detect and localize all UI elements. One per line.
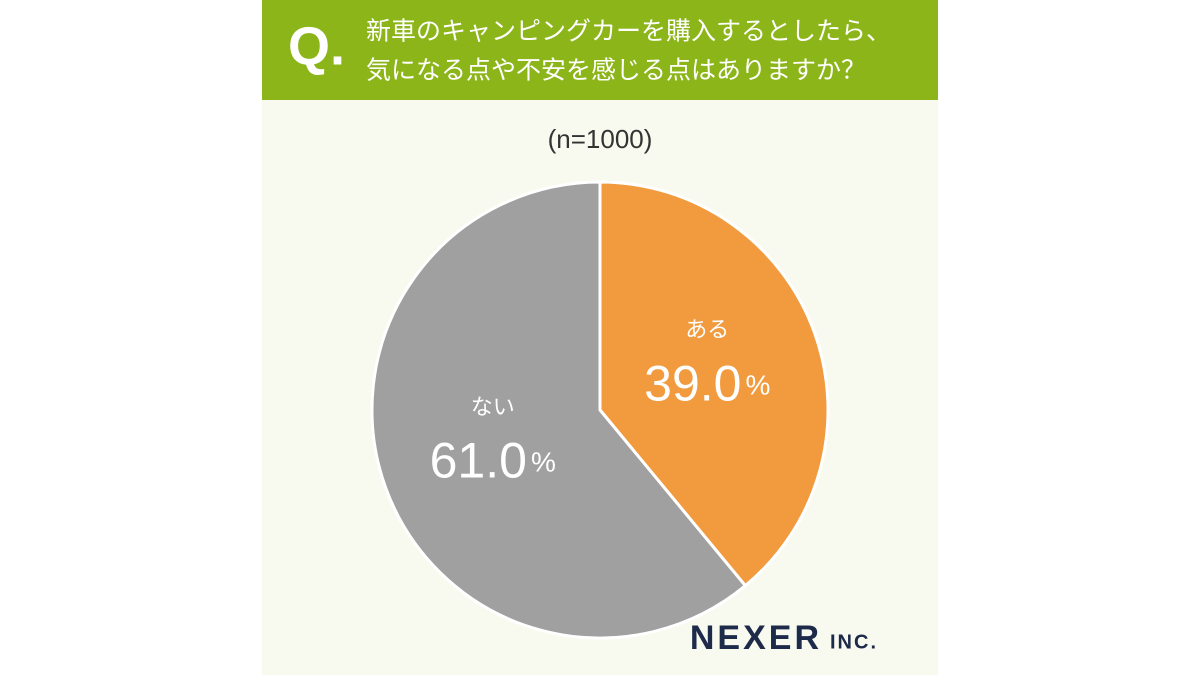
chart-title-line: 新車のキャンピングカーを購入するとしたら、 bbox=[366, 18, 891, 46]
slice-labels: ある 39.0 % ない 61.0% bbox=[430, 317, 771, 489]
question-label: Q. bbox=[288, 16, 345, 76]
pie-slice bbox=[370, 180, 748, 640]
pie-slice bbox=[598, 180, 830, 588]
logo: NEXER bbox=[690, 619, 822, 657]
slice-category: ない bbox=[471, 394, 515, 419]
slice-category: ある bbox=[685, 317, 729, 342]
pie bbox=[370, 180, 830, 640]
logo-suffix: INC. bbox=[830, 631, 878, 653]
slice-value: 61.0% bbox=[430, 433, 556, 489]
chart-subtitle: (n=1000) bbox=[548, 124, 653, 154]
slice-value: 39.0% bbox=[644, 356, 770, 412]
header bbox=[262, 0, 938, 100]
chart-title-line: 気になる点や不安を感じる点はありますか？ bbox=[366, 57, 866, 85]
